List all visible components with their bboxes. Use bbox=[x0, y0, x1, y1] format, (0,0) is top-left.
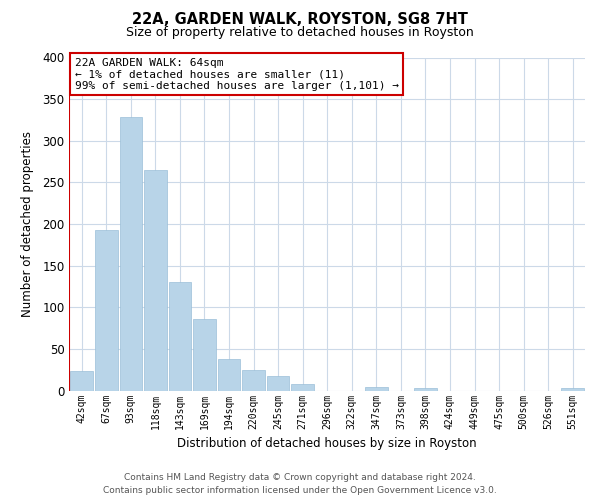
Bar bbox=[562, 388, 584, 390]
Bar bbox=[193, 319, 216, 390]
Bar bbox=[218, 359, 241, 390]
Bar bbox=[70, 370, 93, 390]
Bar bbox=[119, 116, 142, 390]
Text: Contains HM Land Registry data © Crown copyright and database right 2024.
Contai: Contains HM Land Registry data © Crown c… bbox=[103, 473, 497, 495]
Bar bbox=[267, 376, 289, 390]
Bar bbox=[95, 230, 118, 390]
Text: 22A GARDEN WALK: 64sqm
← 1% of detached houses are smaller (11)
99% of semi-deta: 22A GARDEN WALK: 64sqm ← 1% of detached … bbox=[74, 58, 398, 90]
Bar bbox=[414, 388, 437, 390]
Bar bbox=[292, 384, 314, 390]
Bar bbox=[365, 388, 388, 390]
Text: 22A, GARDEN WALK, ROYSTON, SG8 7HT: 22A, GARDEN WALK, ROYSTON, SG8 7HT bbox=[132, 12, 468, 28]
Bar bbox=[169, 282, 191, 391]
Bar bbox=[242, 370, 265, 390]
X-axis label: Distribution of detached houses by size in Royston: Distribution of detached houses by size … bbox=[178, 437, 477, 450]
Bar bbox=[144, 170, 167, 390]
Text: Size of property relative to detached houses in Royston: Size of property relative to detached ho… bbox=[126, 26, 474, 39]
Y-axis label: Number of detached properties: Number of detached properties bbox=[21, 131, 34, 317]
